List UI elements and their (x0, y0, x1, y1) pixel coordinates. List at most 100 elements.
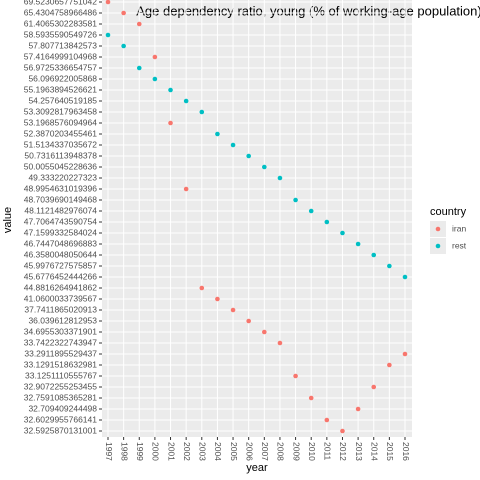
point (199, 285, 205, 291)
point (136, 65, 142, 71)
x-tick-label: 2002 (182, 442, 192, 461)
point (183, 186, 189, 192)
y-tick-label: 52.3870203455461 (24, 128, 98, 138)
y-tick-label: 48.9954631019396 (24, 183, 98, 193)
x-tick-label: 2005 (229, 442, 239, 461)
x-tick-label: 2014 (369, 442, 379, 461)
chart-title: Age dependency ratio, young (% of workin… (136, 3, 480, 18)
legend-title: country (430, 206, 467, 218)
point (230, 142, 236, 148)
y-tick-label: 45.6776452444266 (24, 271, 98, 281)
y-tick-label: 48.7039690149468 (24, 194, 98, 204)
y-tick-label: 56.096922005868 (28, 73, 97, 83)
x-tick-label: 2003 (198, 442, 208, 461)
y-tick-label: 61.4065302283581 (24, 18, 98, 28)
x-tick-label: 2000 (151, 442, 161, 461)
y-axis-title: value (2, 207, 14, 233)
y-tick-label: 41.0600033739567 (24, 293, 98, 303)
point (387, 362, 392, 368)
point (355, 241, 361, 247)
y-tick-label: 58.5935590549726 (24, 29, 98, 39)
point (230, 307, 236, 313)
y-tick-label: 50.0055045228636 (24, 161, 98, 171)
point (215, 296, 220, 302)
point (121, 43, 126, 49)
point (168, 87, 173, 93)
x-tick-label: 2011 (323, 442, 333, 461)
y-tick-label: 32.709409244498 (28, 403, 97, 413)
y-tick-label: 47.7064743590754 (24, 216, 98, 226)
x-tick-label: 2009 (291, 442, 301, 461)
point (340, 428, 345, 434)
point (277, 175, 283, 181)
y-tick-label: 32.6029955766141 (24, 414, 98, 424)
legend-marker (435, 226, 441, 232)
point (293, 197, 298, 203)
x-tick-label: 2013 (354, 442, 364, 461)
y-tick-label: 33.1291518632981 (24, 359, 98, 369)
y-tick-label: 53.1968576094964 (24, 117, 98, 127)
y-tick-label: 46.3580048050644 (24, 249, 98, 259)
y-tick-label: 33.1251110555767 (25, 370, 97, 380)
point (402, 351, 408, 357)
point (402, 274, 408, 280)
point (324, 417, 330, 423)
y-tick-label: 44.8816264941862 (24, 282, 98, 292)
point (387, 263, 392, 269)
point (152, 54, 158, 60)
y-tick-label: 45.9976727575857 (24, 260, 98, 270)
point (136, 21, 142, 27)
point (308, 208, 314, 214)
point (246, 318, 251, 324)
point (168, 120, 173, 126)
x-tick-label: 2015 (385, 442, 395, 461)
x-tick-label: 2012 (338, 442, 348, 461)
point (183, 98, 189, 104)
point (152, 76, 158, 82)
y-tick-label: 56.9725336654757 (24, 62, 98, 72)
point (371, 384, 377, 390)
point (277, 340, 283, 346)
legend-label: iran (452, 223, 466, 233)
point (371, 252, 377, 258)
point (308, 395, 314, 401)
y-tick-label: 57.807713842573 (28, 40, 97, 50)
y-tick-label: 55.1963894526621 (24, 84, 98, 94)
x-tick-label: 2006 (244, 442, 254, 461)
x-tick-label: 1999 (135, 442, 145, 461)
y-tick-label: 32.7591085365281 (24, 392, 98, 402)
y-tick-label: 51.5134337035672 (24, 139, 98, 149)
point (355, 406, 361, 412)
y-tick-label: 36.039612812953 (28, 315, 97, 325)
y-tick-label: 53.3092817963458 (24, 106, 98, 116)
y-tick-label: 32.9072255253455 (24, 381, 98, 391)
y-tick-label: 33.7422322743947 (24, 337, 98, 347)
x-tick-label: 2010 (307, 442, 317, 461)
y-tick-label: 65.4304758966486 (24, 7, 98, 17)
y-tick-label: 48.1121482976074 (24, 205, 97, 215)
y-tick-label: 34.6955303371901 (24, 326, 98, 336)
x-tick-label: 2007 (260, 442, 270, 461)
y-tick-label: 33.2911895529437 (24, 348, 97, 358)
y-tick-label: 46.7447048696883 (24, 238, 98, 248)
y-tick-label: 57.4164999104968 (24, 51, 98, 61)
y-tick-label: 37.7411865020913 (24, 304, 97, 314)
point (293, 373, 298, 379)
legend-marker (435, 243, 441, 249)
y-tick-label: 32.5925870131001 (24, 425, 98, 435)
y-tick-label: 69.5230657751042 (24, 0, 98, 6)
x-tick-label: 1998 (119, 442, 129, 461)
point (340, 230, 345, 236)
panel (102, 0, 412, 437)
legend-label: rest (452, 240, 467, 250)
point (215, 131, 220, 137)
x-tick-label: 2004 (213, 442, 223, 461)
point (246, 153, 251, 159)
y-tick-label: 50.7316113948378 (24, 150, 97, 160)
x-tick-label: 2001 (166, 442, 176, 461)
point (262, 329, 267, 335)
y-tick-label: 49.333220227323 (28, 172, 97, 182)
x-tick-label: 2016 (401, 442, 411, 461)
